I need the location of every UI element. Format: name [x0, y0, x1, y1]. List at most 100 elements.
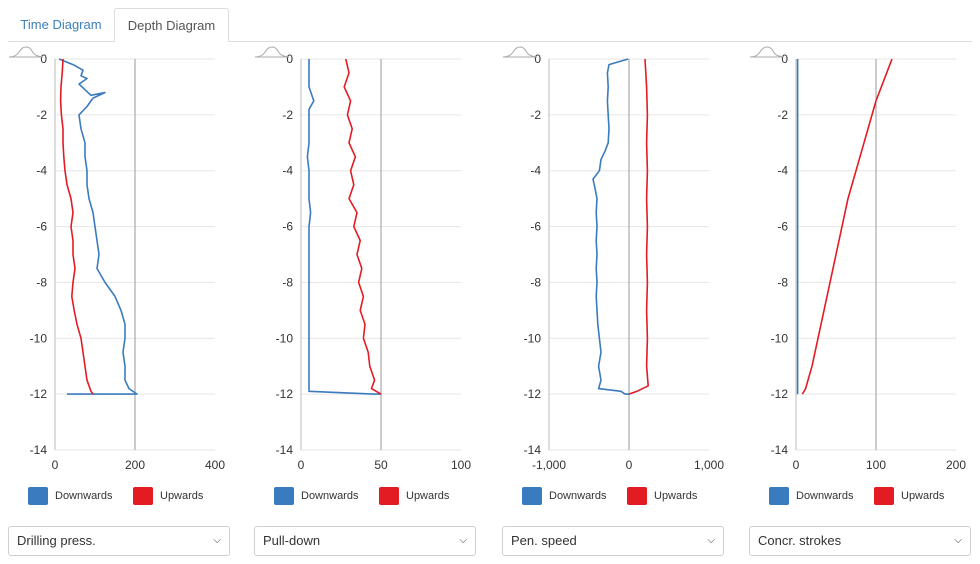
legend-label-downwards: Downwards	[549, 490, 607, 502]
legend-label-upwards: Upwards	[901, 490, 945, 502]
y-tick-label: -14	[30, 443, 48, 457]
x-tick-label: 0	[626, 458, 633, 472]
y-tick-label: -8	[777, 275, 788, 289]
y-tick-label: -2	[36, 108, 47, 122]
distribution-icon	[8, 46, 44, 58]
parameter-select-concrete-strokes[interactable]: Concr. strokes ⌵	[749, 526, 971, 556]
select-value: Pen. speed	[511, 533, 577, 548]
series-line-downwards	[58, 58, 138, 395]
y-tick-label: -8	[282, 275, 293, 289]
y-tick-label: -12	[771, 387, 789, 401]
y-tick-label: -12	[524, 387, 542, 401]
chart-pull-down: 0 -2 -4 -6 -8 -10 -12 -14 0 50 100	[276, 52, 472, 472]
chevron-down-icon: ⌵	[459, 535, 467, 546]
y-tick-label: 0	[534, 52, 541, 66]
legend-swatch-upwards	[133, 487, 153, 505]
tab-time-diagram[interactable]: Time Diagram	[20, 17, 102, 32]
legend-swatch-downwards	[28, 487, 48, 505]
y-tick-label: -10	[524, 331, 542, 345]
parameter-select-pull-down[interactable]: Pull-down ⌵	[254, 526, 476, 556]
y-tick-label: 0	[40, 52, 47, 66]
chart-panel-pen-speed: 0 -2 -4 -6 -8 -10 -12 -14 -1,000 0 1,000 Downwards…	[502, 44, 747, 564]
y-tick-label: -4	[530, 164, 541, 178]
y-tick-label: 0	[286, 52, 293, 66]
legend-swatch-downwards	[522, 487, 542, 505]
series-line-upwards	[801, 58, 893, 395]
tab-depth-diagram[interactable]: Depth Diagram	[114, 8, 229, 42]
x-tick-label: 0	[298, 458, 305, 472]
y-tick-label: -14	[771, 443, 789, 457]
y-tick-label: -6	[282, 220, 293, 234]
x-tick-label: 200	[946, 458, 966, 472]
series-line-downwards	[306, 59, 381, 395]
y-tick-label: -10	[276, 331, 294, 345]
distribution-icon	[749, 46, 785, 58]
y-tick-label: 0	[781, 52, 788, 66]
y-tick-label: -4	[777, 164, 788, 178]
x-tick-label: 100	[866, 458, 886, 472]
distribution-icon	[502, 46, 538, 58]
legend-label-downwards: Downwards	[55, 490, 113, 502]
legend-downwards[interactable]: Downwards	[274, 486, 358, 506]
distribution-icon	[254, 46, 290, 58]
parameter-select-pen-speed[interactable]: Pen. speed ⌵	[502, 526, 724, 556]
series-line-upwards	[59, 58, 94, 395]
y-tick-label: -6	[530, 220, 541, 234]
x-tick-label: 1,000	[694, 458, 724, 472]
chevron-down-icon: ⌵	[213, 535, 221, 546]
legend-downwards[interactable]: Downwards	[28, 486, 112, 506]
parameter-select-drilling-pressure[interactable]: Drilling press. ⌵	[8, 526, 230, 556]
legend-label-upwards: Upwards	[160, 490, 204, 502]
legend-label-upwards: Upwards	[406, 490, 450, 502]
legend-label-downwards: Downwards	[301, 490, 359, 502]
x-tick-label: 200	[125, 458, 145, 472]
y-tick-label: -14	[276, 443, 294, 457]
legend-upwards[interactable]: Upwards	[133, 486, 203, 506]
y-tick-label: -12	[276, 387, 294, 401]
x-tick-label: -1,000	[532, 458, 566, 472]
legend-upwards[interactable]: Upwards	[379, 486, 449, 506]
x-tick-label: 400	[205, 458, 225, 472]
diagram-tabs: Time Diagram Depth Diagram	[8, 8, 972, 42]
y-tick-label: -2	[282, 108, 293, 122]
chart-panel-concrete-strokes: 0 -2 -4 -6 -8 -10 -12 -14 0 100 200 Downwards Upwa…	[749, 44, 980, 564]
y-tick-label: -6	[36, 220, 47, 234]
legend-label-upwards: Upwards	[654, 490, 698, 502]
y-tick-label: -10	[30, 331, 48, 345]
x-tick-label: 0	[793, 458, 800, 472]
y-tick-label: -8	[36, 275, 47, 289]
legend-upwards[interactable]: Upwards	[627, 486, 697, 506]
legend-downwards[interactable]: Downwards	[522, 486, 606, 506]
legend-swatch-upwards	[379, 487, 399, 505]
chart-drilling-pressure: 0 -2 -4 -6 -8 -10 -12 -14 0 200 400	[30, 52, 226, 472]
y-tick-label: -8	[530, 275, 541, 289]
y-tick-label: -4	[282, 164, 293, 178]
chevron-down-icon: ⌵	[707, 535, 715, 546]
chart-panel-pull-down: 0 -2 -4 -6 -8 -10 -12 -14 0 50 100 Downwards Upwar…	[254, 44, 499, 564]
x-tick-label: 0	[52, 458, 59, 472]
legend-downwards[interactable]: Downwards	[769, 486, 853, 506]
legend-upwards[interactable]: Upwards	[874, 486, 944, 506]
select-value: Pull-down	[263, 533, 321, 548]
legend-swatch-upwards	[874, 487, 894, 505]
y-tick-label: -14	[524, 443, 542, 457]
y-tick-label: -6	[777, 220, 788, 234]
legend-swatch-downwards	[274, 487, 294, 505]
series-line-downwards	[592, 58, 629, 395]
chart-pen-speed: 0 -2 -4 -6 -8 -10 -12 -14-1,000 0 1,000	[524, 52, 725, 472]
chevron-down-icon: ⌵	[954, 535, 962, 546]
y-tick-label: -10	[771, 331, 789, 345]
select-value: Concr. strokes	[758, 533, 842, 548]
legend-label-downwards: Downwards	[796, 490, 854, 502]
series-line-upwards	[628, 58, 649, 395]
y-tick-label: -12	[30, 387, 48, 401]
x-tick-label: 100	[451, 458, 471, 472]
chart-concrete-strokes: 0 -2 -4 -6 -8 -10 -12 -14 0 100 200	[771, 52, 967, 472]
y-tick-label: -4	[36, 164, 47, 178]
legend-swatch-downwards	[769, 487, 789, 505]
select-value: Drilling press.	[17, 533, 96, 548]
series-line-upwards	[343, 58, 382, 395]
y-tick-label: -2	[530, 108, 541, 122]
legend-swatch-upwards	[627, 487, 647, 505]
chart-panel-drilling-pressure: 0 -2 -4 -6 -8 -10 -12 -14 0 200 400 Downwards Upwa…	[8, 44, 253, 564]
